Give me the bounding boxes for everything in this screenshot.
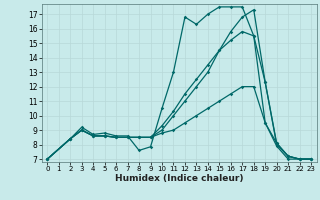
X-axis label: Humidex (Indice chaleur): Humidex (Indice chaleur) <box>115 174 244 183</box>
